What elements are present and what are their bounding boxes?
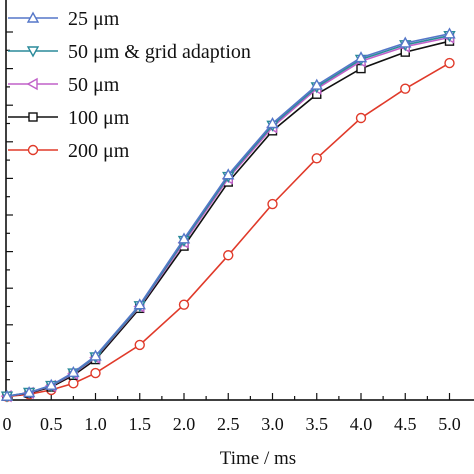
data-point (133, 298, 146, 310)
data-point (177, 232, 191, 244)
x-tick-label: 0 (3, 414, 12, 434)
legend-marker (26, 77, 38, 91)
legend-entry: 200 μm (8, 140, 130, 162)
legend-marker (26, 46, 40, 58)
data-point (444, 57, 455, 69)
x-tick-label: 4.5 (394, 414, 417, 434)
data-point (89, 349, 102, 361)
x-tick-label: 1.0 (84, 414, 107, 434)
legend-entry: 25 μm (8, 8, 120, 30)
legend-label: 100 μm (68, 107, 130, 129)
series-layer (0, 27, 456, 403)
data-point (22, 386, 36, 398)
data-point (134, 339, 145, 351)
series-0 (0, 27, 456, 401)
legend-label: 50 μm & grid adaption (68, 41, 251, 63)
data-point (178, 299, 190, 310)
data-point (443, 27, 456, 39)
data-point (399, 36, 412, 48)
legend-label: 50 μm (68, 74, 120, 96)
x-axis-ticks: 0 0.5 1.0 1.5 2.0 2.5 3.0 3.5 4.0 4.5 5.0 (3, 393, 461, 434)
data-point (311, 153, 322, 164)
legend-entry: 100 μm (8, 107, 130, 129)
data-point (0, 389, 14, 401)
x-tick-label: 5.0 (438, 414, 461, 434)
legend-entry: 50 μm (8, 74, 120, 96)
data-point (310, 78, 323, 90)
x-axis-label: Time / ms (220, 448, 296, 469)
data-point (400, 83, 411, 94)
legend-label: 200 μm (68, 140, 130, 162)
data-point (266, 117, 279, 129)
x-tick-label: 4.0 (350, 414, 373, 434)
x-tick-label: 0.5 (40, 414, 63, 434)
x-tick-label: 2.5 (217, 414, 240, 434)
x-tick-label: 3.0 (261, 414, 284, 434)
data-point (354, 51, 368, 63)
legend: 25 μm 50 μm & grid adaption 50 μm 100 μm 200… (8, 8, 251, 162)
legend-entry: 50 μm & grid adaption (8, 41, 251, 63)
data-point (68, 378, 79, 389)
y-axis-ticks (6, 31, 13, 399)
legend-marker (27, 144, 39, 156)
data-point (267, 198, 278, 210)
legend-marker (26, 11, 40, 23)
data-point (67, 365, 80, 378)
data-point (222, 168, 235, 180)
legend-label: 25 μm (68, 8, 120, 30)
data-point (223, 250, 234, 261)
data-point (45, 378, 58, 390)
data-point (90, 367, 101, 379)
x-tick-label: 1.5 (129, 414, 152, 434)
x-tick-label: 2.0 (173, 414, 196, 434)
x-tick-label: 3.5 (306, 414, 329, 434)
legend-marker (28, 112, 38, 122)
data-point (355, 112, 367, 124)
